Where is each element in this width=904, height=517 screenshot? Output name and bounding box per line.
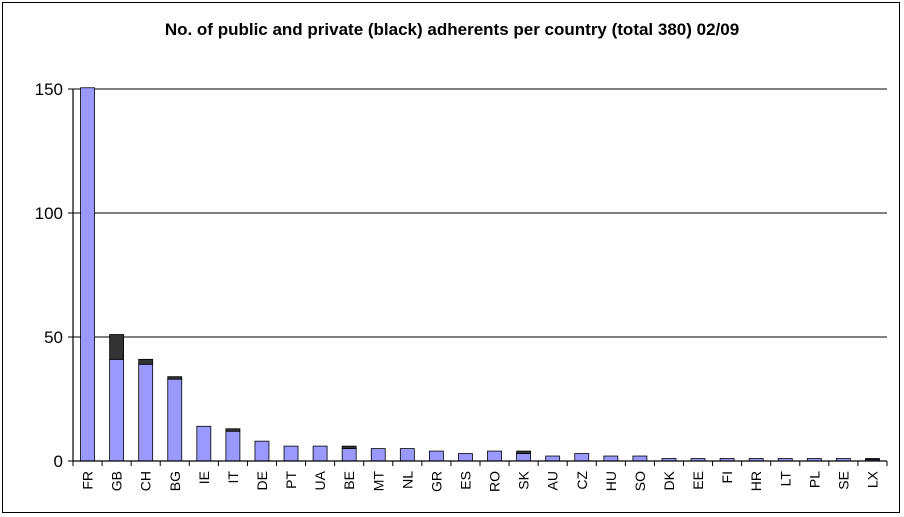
y-tick-label: 150 <box>35 80 63 99</box>
bar-segment-gr-public <box>428 450 444 462</box>
bar-segment-ch-private <box>138 358 154 365</box>
bar-segment-lx-private <box>865 458 880 461</box>
x-tick-label: LX <box>864 470 880 488</box>
x-tick-label: BG <box>167 471 183 491</box>
x-tick-label: FR <box>80 471 96 490</box>
x-tick-label: SE <box>835 471 851 490</box>
bar-segment-pt-public <box>283 445 299 462</box>
x-tick-label: DE <box>254 471 270 490</box>
x-tick-label: MT <box>370 471 386 492</box>
x-tick-label: GB <box>109 471 125 491</box>
bar-segment-cz-public <box>574 453 590 462</box>
bar-segment-mt-public <box>370 448 386 462</box>
bar-segment-nl-public <box>399 448 415 462</box>
x-tick-label: DK <box>661 470 677 490</box>
x-tick-label: LT <box>777 471 793 487</box>
x-tick-label: HR <box>748 471 764 491</box>
x-tick-label: ES <box>457 471 473 490</box>
axes <box>68 88 888 466</box>
x-tick-label: FI <box>719 471 735 483</box>
bar-segment-it-public <box>225 430 241 462</box>
x-tick-label: SO <box>632 471 648 491</box>
bar-segment-so-public <box>632 455 648 462</box>
y-tick-labels: 0 50 100 150 <box>35 80 63 471</box>
bar-segment-hu-public <box>603 455 619 462</box>
bars <box>80 87 880 462</box>
bar-segment-de-public <box>254 440 270 462</box>
x-tick-label: UA <box>312 470 328 490</box>
bar-segment-ie-public <box>196 425 212 462</box>
x-tick-label: CZ <box>574 471 590 490</box>
x-tick-label: GR <box>428 471 444 492</box>
x-tick-label: SK <box>516 470 532 489</box>
bar-segment-bg-public <box>167 378 183 462</box>
x-tick-label: PT <box>283 471 299 489</box>
bar-segment-sk-private <box>516 450 532 454</box>
y-tick-label: 0 <box>54 452 63 471</box>
x-tick-label: HU <box>603 471 619 491</box>
bar-segment-be-private <box>341 445 357 449</box>
bar-segment-gb-private <box>109 334 125 360</box>
bar-segment-bg-private <box>167 376 183 380</box>
bar-segment-ro-public <box>487 450 502 462</box>
x-tick-label: IE <box>196 471 212 484</box>
bar-segment-be-public <box>341 448 357 462</box>
bar-segment-ch-public <box>138 363 154 462</box>
x-tick-label: CH <box>138 471 154 491</box>
y-tick-label: 50 <box>44 328 63 347</box>
x-tick-label: BE <box>341 471 357 490</box>
x-tick-label: AU <box>545 471 561 490</box>
x-tick-labels: FR GB CH BG IE IT DE PT UA BE MT NL GR ES RO SK AU CZ HU SO… <box>80 470 881 492</box>
bar-segment-it-private <box>225 428 241 432</box>
bar-segment-fr-public <box>80 87 95 462</box>
chart-title: No. of public and private (black) adhere… <box>164 20 740 39</box>
x-tick-label: IT <box>225 471 241 484</box>
x-tick-label: RO <box>487 471 503 492</box>
x-tick-label: NL <box>399 471 415 489</box>
x-tick-label: PL <box>806 471 822 488</box>
x-tick-label: EE <box>690 471 706 490</box>
gridlines <box>73 88 887 338</box>
bar-segment-es-public <box>458 453 473 462</box>
y-tick-label: 100 <box>35 204 63 223</box>
bar-segment-sk-public <box>516 453 532 462</box>
bar-segment-au-public <box>545 455 561 462</box>
bar-segment-gb-public <box>109 358 125 462</box>
bar-segment-ua-public <box>312 445 328 462</box>
